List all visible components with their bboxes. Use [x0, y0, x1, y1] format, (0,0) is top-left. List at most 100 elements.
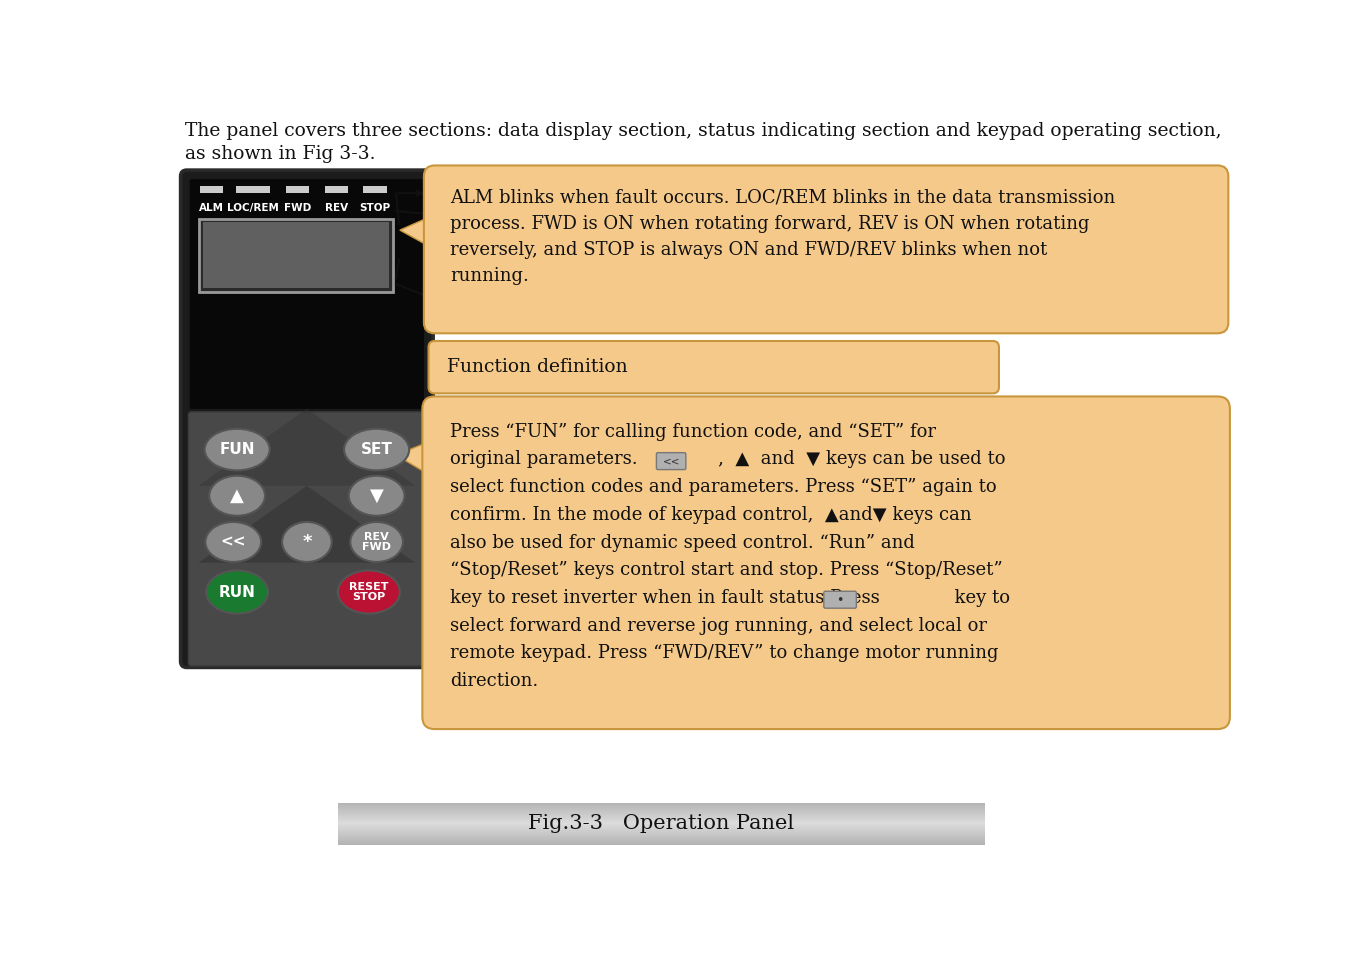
Bar: [338, 837, 985, 838]
Text: FWD: FWD: [284, 203, 311, 213]
Ellipse shape: [206, 570, 269, 614]
Bar: [338, 823, 985, 824]
Text: FUN: FUN: [219, 442, 255, 457]
Bar: [338, 832, 985, 833]
Text: process. FWD is ON when rotating forward, REV is ON when rotating: process. FWD is ON when rotating forward…: [451, 215, 1089, 232]
Bar: [338, 830, 985, 831]
Text: reversely, and STOP is always ON and FWD/REV blinks when not: reversely, and STOP is always ON and FWD…: [451, 241, 1048, 258]
FancyBboxPatch shape: [823, 591, 856, 608]
Bar: [338, 825, 985, 827]
Ellipse shape: [206, 522, 262, 562]
FancyBboxPatch shape: [181, 170, 433, 668]
Text: <<: <<: [662, 457, 680, 467]
Bar: [338, 836, 985, 838]
Bar: [200, 186, 223, 194]
Bar: [338, 816, 985, 817]
Bar: [338, 812, 985, 814]
Bar: [338, 818, 985, 819]
Bar: [338, 838, 985, 839]
Bar: [338, 831, 985, 832]
Bar: [338, 824, 985, 826]
Bar: [338, 809, 985, 810]
Text: also be used for dynamic speed control. “Run” and: also be used for dynamic speed control. …: [451, 533, 915, 552]
Bar: [338, 839, 985, 840]
Text: •: •: [837, 594, 844, 607]
Text: Press “FUN” for calling function code, and “SET” for: Press “FUN” for calling function code, a…: [451, 423, 936, 440]
Ellipse shape: [351, 522, 403, 562]
Text: STOP: STOP: [359, 203, 390, 213]
Text: RESET: RESET: [349, 582, 389, 592]
Bar: [338, 826, 985, 827]
Bar: [338, 827, 985, 828]
Text: confirm. In the mode of keypad control,  ▲and▼ keys can: confirm. In the mode of keypad control, …: [451, 505, 971, 524]
Ellipse shape: [349, 475, 404, 516]
Bar: [338, 835, 985, 836]
Bar: [338, 843, 985, 844]
Bar: [338, 834, 985, 835]
Text: LOC/REM: LOC/REM: [226, 203, 278, 213]
Text: ALM: ALM: [199, 203, 225, 213]
Bar: [338, 824, 985, 825]
Text: *: *: [303, 533, 311, 551]
Text: <<: <<: [221, 534, 247, 550]
Polygon shape: [199, 408, 415, 486]
Text: FWD: FWD: [362, 542, 390, 552]
Bar: [338, 815, 985, 816]
FancyBboxPatch shape: [429, 341, 999, 393]
Bar: [338, 817, 985, 818]
Bar: [338, 808, 985, 809]
FancyBboxPatch shape: [656, 453, 686, 469]
Bar: [338, 806, 985, 807]
Ellipse shape: [282, 522, 332, 562]
Text: select function codes and parameters. Press “SET” again to: select function codes and parameters. Pr…: [451, 478, 997, 496]
Text: STOP: STOP: [352, 592, 385, 602]
Text: Function definition: Function definition: [447, 358, 627, 376]
Ellipse shape: [204, 429, 270, 470]
Bar: [338, 812, 985, 813]
Bar: [338, 813, 985, 815]
Bar: [338, 829, 985, 830]
Bar: [338, 842, 985, 844]
Text: as shown in Fig 3-3.: as shown in Fig 3-3.: [185, 145, 375, 164]
Bar: [338, 818, 985, 820]
Bar: [434, 211, 437, 250]
Bar: [338, 805, 985, 806]
Text: ▼: ▼: [370, 487, 384, 504]
Text: direction.: direction.: [451, 672, 538, 690]
Text: remote keypad. Press “FWD/REV” to change motor running: remote keypad. Press “FWD/REV” to change…: [451, 645, 999, 662]
Text: select forward and reverse jog running, and select local or: select forward and reverse jog running, …: [451, 617, 988, 635]
Bar: [338, 820, 985, 821]
Ellipse shape: [210, 475, 264, 516]
FancyBboxPatch shape: [189, 178, 425, 409]
Bar: [338, 802, 985, 803]
Bar: [338, 803, 985, 804]
Bar: [338, 840, 985, 841]
Text: original parameters.              ,  ▲  and  ▼ keys can be used to: original parameters. , ▲ and ▼ keys can …: [451, 450, 1006, 469]
Bar: [286, 186, 310, 194]
Bar: [363, 186, 386, 194]
Bar: [434, 436, 437, 478]
Bar: [338, 828, 985, 829]
Text: key to reset inverter when in fault status.Press             key to: key to reset inverter when in fault stat…: [451, 589, 1010, 607]
Bar: [338, 804, 985, 805]
Bar: [338, 807, 985, 809]
Ellipse shape: [338, 570, 400, 614]
Text: ALM blinks when fault occurs. LOC/REM blinks in the data transmission: ALM blinks when fault occurs. LOC/REM bl…: [451, 189, 1115, 206]
Bar: [338, 842, 985, 843]
Bar: [203, 223, 389, 287]
Text: The panel covers three sections: data display section, status indicating section: The panel covers three sections: data di…: [185, 122, 1222, 140]
Bar: [199, 219, 393, 291]
Bar: [338, 836, 985, 837]
Bar: [338, 822, 985, 823]
Polygon shape: [199, 486, 415, 562]
Text: Fig.3-3   Operation Panel: Fig.3-3 Operation Panel: [529, 814, 795, 833]
Bar: [338, 830, 985, 832]
FancyBboxPatch shape: [422, 397, 1230, 729]
FancyBboxPatch shape: [188, 411, 426, 666]
FancyBboxPatch shape: [423, 166, 1229, 333]
Text: REV: REV: [364, 532, 389, 542]
Bar: [338, 833, 985, 834]
Text: “Stop/Reset” keys control start and stop. Press “Stop/Reset”: “Stop/Reset” keys control start and stop…: [451, 561, 1003, 579]
Text: ▲: ▲: [230, 487, 244, 504]
Bar: [338, 806, 985, 808]
